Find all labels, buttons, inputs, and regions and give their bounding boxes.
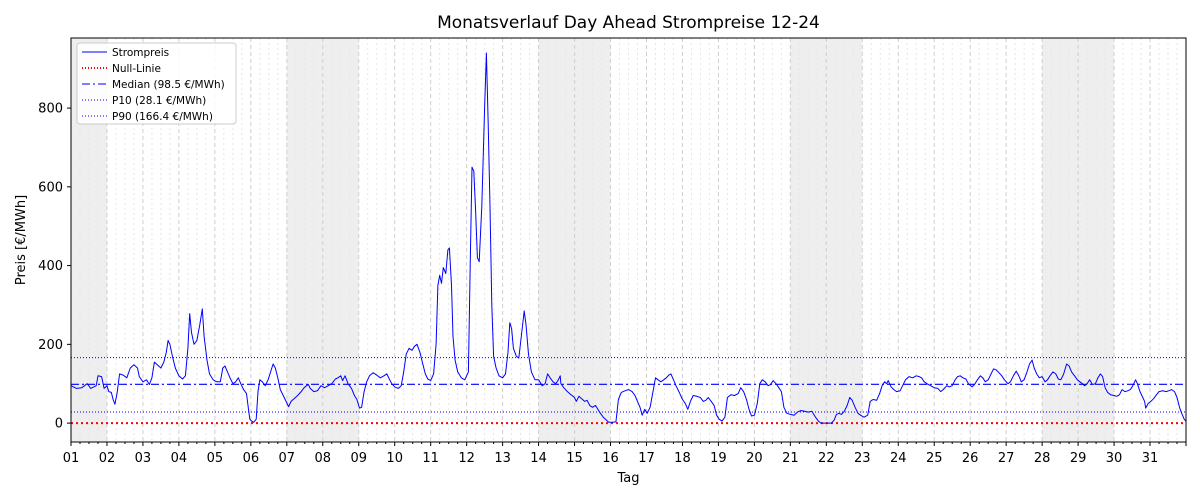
x-tick-label: 18: [674, 451, 691, 466]
y-tick-label: 200: [38, 338, 63, 353]
y-tick-label: 400: [38, 259, 63, 274]
series-layer: [70, 52, 1187, 424]
x-tick-label: 17: [638, 451, 655, 466]
reference-lines: [71, 357, 1186, 425]
x-tick-label: 12: [458, 451, 475, 466]
x-tick-label: 31: [1142, 451, 1159, 466]
x-tick-label: 24: [890, 451, 907, 466]
legend: Strompreis Null-Linie Median (98.5 €/MWh) P…: [76, 42, 237, 125]
x-tick-label: 20: [746, 451, 763, 466]
x-tick-label: 02: [99, 451, 116, 466]
legend-label: Median (98.5 €/MWh): [112, 79, 225, 91]
x-tick-label: 16: [602, 451, 619, 466]
x-tick-label: 10: [386, 451, 403, 466]
x-tick-label: 13: [494, 451, 511, 466]
x-tick-label: 04: [171, 451, 188, 466]
x-tick-label: 27: [998, 451, 1015, 466]
x-tick-label: 09: [350, 451, 367, 466]
x-tick-label: 08: [315, 451, 332, 466]
y-tick-label: 600: [38, 180, 63, 195]
x-tick-label: 11: [422, 451, 439, 466]
y-tick-label: 800: [38, 102, 63, 117]
legend-label: P90 (166.4 €/MWh): [112, 111, 213, 123]
x-tick-label: 01: [63, 451, 80, 466]
x-tick-label: 03: [135, 451, 152, 466]
x-tick-label: 22: [818, 451, 835, 466]
x-tick-label: 23: [854, 451, 871, 466]
x-tick-label: 26: [962, 451, 979, 466]
legend-label: Null-Linie: [112, 63, 161, 75]
x-tick-label: 28: [1034, 451, 1051, 466]
x-tick-label: 07: [279, 451, 296, 466]
legend-box: [76, 42, 237, 125]
x-tick-label: 15: [566, 451, 583, 466]
legend-label: Strompreis: [112, 47, 169, 59]
x-tick-label: 29: [1070, 451, 1087, 466]
x-tick-label: 05: [207, 451, 224, 466]
x-tick-label: 21: [782, 451, 799, 466]
axes: 0 200 400 600 800 01 02 03 04 05 06 07 08 09 10 11 12 13 1…: [38, 102, 1187, 466]
x-axis-label: Tag: [616, 471, 639, 486]
series-line-strompreis: [70, 52, 1187, 424]
x-tick-label: 30: [1106, 451, 1123, 466]
x-tick-label: 19: [710, 451, 727, 466]
y-tick-label: 0: [55, 417, 63, 432]
legend-label: P10 (28.1 €/MWh): [112, 95, 206, 107]
y-axis-label: Preis [€/MWh]: [14, 195, 29, 285]
x-tick-label: 06: [243, 451, 260, 466]
x-tick-label: 14: [530, 451, 547, 466]
vertical-grid: [79, 38, 1178, 442]
x-tick-label: 25: [926, 451, 943, 466]
chart-title: Monatsverlauf Day Ahead Strompreise 12-2…: [437, 13, 820, 33]
